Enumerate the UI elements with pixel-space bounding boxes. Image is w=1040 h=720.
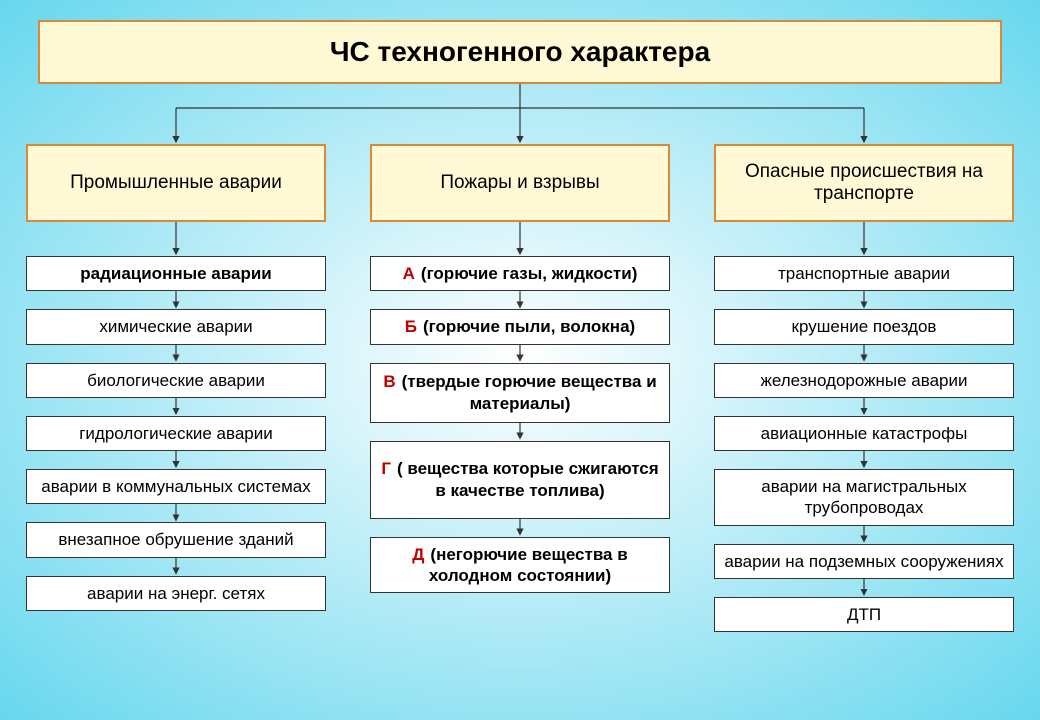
item-box: В (твердые горючие вещества и материалы) bbox=[370, 363, 670, 423]
item-box: Б (горючие пыли, волокна) bbox=[370, 309, 670, 344]
item-letter: Б bbox=[405, 317, 417, 336]
item-text: радиационные аварии bbox=[80, 264, 271, 283]
item-text: транспортные аварии bbox=[778, 264, 950, 283]
column: А (горючие газы, жидкости) Б (горючие пыли,… bbox=[370, 256, 670, 632]
column: транспортные аварии крушение поездов желез… bbox=[714, 256, 1014, 632]
item-text: железнодорожные аварии bbox=[761, 371, 968, 390]
item-text: ДТП bbox=[847, 605, 881, 624]
item-box: внезапное обрушение зданий bbox=[26, 522, 326, 557]
category-label: Опасные происшествия на транспорте bbox=[724, 161, 1004, 205]
item-text: гидрологические аварии bbox=[79, 424, 273, 443]
category-box: Промышленные аварии bbox=[26, 144, 326, 222]
item-text: химические аварии bbox=[99, 317, 252, 336]
item-box: аварии на магистральных трубопроводах bbox=[714, 469, 1014, 526]
item-text: аварии в коммунальных системах bbox=[41, 477, 310, 496]
item-box: транспортные аварии bbox=[714, 256, 1014, 291]
category-box: Пожары и взрывы bbox=[370, 144, 670, 222]
item-box: крушение поездов bbox=[714, 309, 1014, 344]
item-text: (горючие пыли, волокна) bbox=[423, 317, 635, 336]
item-text: (горючие газы, жидкости) bbox=[421, 264, 637, 283]
item-box: аварии на подземных сооружениях bbox=[714, 544, 1014, 579]
item-text: аварии на подземных сооружениях bbox=[724, 552, 1003, 571]
item-letter: В bbox=[383, 372, 395, 391]
item-text: (негорючие вещества в холодном состоянии… bbox=[429, 545, 628, 585]
item-box: ДТП bbox=[714, 597, 1014, 632]
category-label: Промышленные аварии bbox=[70, 172, 282, 194]
item-text: ( вещества которые сжигаются в качестве … bbox=[397, 459, 659, 499]
item-box: железнодорожные аварии bbox=[714, 363, 1014, 398]
diagram-root: ЧС техногенного характера Промышленные а… bbox=[0, 0, 1040, 652]
item-text: крушение поездов bbox=[792, 317, 937, 336]
columns: радиационные аварии химические аварии биол… bbox=[18, 256, 1022, 632]
item-text: аварии на энерг. сетях bbox=[87, 584, 265, 603]
title-box: ЧС техногенного характера bbox=[38, 20, 1002, 84]
item-letter: Г bbox=[381, 459, 391, 478]
item-box: Д (негорючие вещества в холодном состояни… bbox=[370, 537, 670, 594]
category-row: Промышленные аварии Пожары и взрывы Опасны… bbox=[18, 144, 1022, 222]
category-label: Пожары и взрывы bbox=[440, 172, 599, 194]
item-box: Г ( вещества которые сжигаются в качестве… bbox=[370, 441, 670, 519]
item-box: А (горючие газы, жидкости) bbox=[370, 256, 670, 291]
column: радиационные аварии химические аварии биол… bbox=[26, 256, 326, 632]
item-box: радиационные аварии bbox=[26, 256, 326, 291]
item-text: аварии на магистральных трубопроводах bbox=[761, 477, 966, 517]
item-box: химические аварии bbox=[26, 309, 326, 344]
item-letter: Д bbox=[412, 545, 424, 564]
item-box: авиационные катастрофы bbox=[714, 416, 1014, 451]
item-text: авиационные катастрофы bbox=[761, 424, 968, 443]
item-box: аварии на энерг. сетях bbox=[26, 576, 326, 611]
item-text: (твердые горючие вещества и материалы) bbox=[402, 372, 657, 412]
item-text: биологические аварии bbox=[87, 371, 265, 390]
item-letter: А bbox=[403, 264, 415, 283]
item-box: аварии в коммунальных системах bbox=[26, 469, 326, 504]
title-text: ЧС техногенного характера bbox=[330, 36, 710, 67]
category-box: Опасные происшествия на транспорте bbox=[714, 144, 1014, 222]
item-box: биологические аварии bbox=[26, 363, 326, 398]
item-box: гидрологические аварии bbox=[26, 416, 326, 451]
item-text: внезапное обрушение зданий bbox=[58, 530, 293, 549]
